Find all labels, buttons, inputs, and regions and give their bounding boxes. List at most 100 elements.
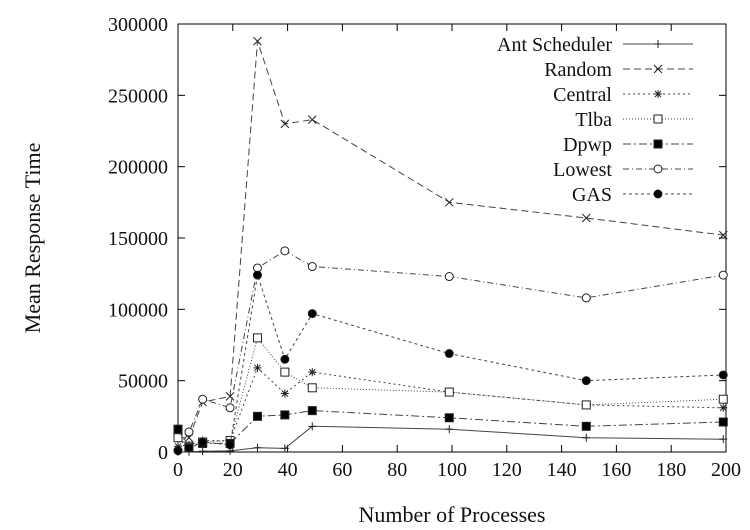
data-point bbox=[581, 376, 591, 386]
series-line-gas bbox=[177, 274, 724, 452]
series-line-random bbox=[178, 40, 724, 439]
data-point bbox=[280, 410, 290, 420]
data-point bbox=[280, 389, 289, 398]
series-line-dpwp bbox=[177, 410, 724, 449]
data-point bbox=[444, 349, 454, 359]
y-tick-label: 0 bbox=[158, 442, 168, 464]
data-point bbox=[280, 354, 290, 364]
data-point bbox=[280, 119, 290, 129]
legend-label-tlba: Tlba bbox=[575, 109, 612, 131]
data-point bbox=[198, 437, 208, 447]
data-point bbox=[444, 272, 454, 282]
x-tick-label: 80 bbox=[387, 459, 407, 481]
series-lines bbox=[173, 36, 728, 456]
series-ant-scheduler bbox=[174, 422, 728, 456]
data-point bbox=[307, 115, 317, 124]
data-point bbox=[308, 368, 317, 377]
data-point bbox=[253, 36, 262, 46]
data-point bbox=[653, 139, 663, 149]
y-tick-label: 100000 bbox=[108, 299, 168, 321]
x-tick-label: 160 bbox=[601, 459, 631, 481]
series-line-ant-scheduler bbox=[177, 425, 724, 453]
x-tick-label: 20 bbox=[223, 459, 243, 481]
data-point bbox=[198, 447, 207, 456]
data-point bbox=[252, 411, 262, 421]
data-point bbox=[225, 403, 235, 413]
data-point bbox=[444, 413, 454, 423]
data-point bbox=[252, 333, 262, 343]
data-point bbox=[718, 230, 728, 240]
legend-label-lowest: Lowest bbox=[553, 159, 612, 181]
y-tick-label: 250000 bbox=[108, 85, 168, 107]
series-lowest bbox=[173, 246, 728, 456]
data-point bbox=[718, 270, 728, 280]
data-point bbox=[225, 440, 235, 450]
data-point bbox=[582, 433, 591, 442]
data-point bbox=[173, 446, 183, 456]
y-tick-label: 300000 bbox=[108, 14, 168, 36]
data-point bbox=[654, 40, 662, 48]
data-point bbox=[173, 424, 183, 434]
data-point bbox=[444, 387, 454, 397]
data-point bbox=[653, 114, 663, 124]
data-point bbox=[445, 425, 454, 434]
x-tick-label: 180 bbox=[656, 459, 686, 481]
data-point bbox=[581, 421, 591, 431]
legend-label-gas: GAS bbox=[572, 184, 612, 206]
data-point bbox=[253, 363, 262, 372]
x-tick-label: 40 bbox=[278, 459, 298, 481]
data-point bbox=[718, 417, 728, 427]
data-point bbox=[280, 246, 290, 256]
legend-label-ant-scheduler: Ant Scheduler bbox=[497, 34, 612, 56]
data-point bbox=[173, 433, 183, 443]
series-random bbox=[173, 36, 728, 443]
series-line-lowest bbox=[177, 250, 724, 451]
data-point bbox=[719, 403, 728, 412]
x-axis-title: Number of Processes bbox=[359, 502, 546, 527]
data-point bbox=[198, 394, 208, 404]
data-point bbox=[653, 189, 663, 199]
data-point bbox=[307, 309, 317, 319]
data-point bbox=[718, 370, 728, 380]
data-point bbox=[581, 293, 591, 303]
legend-label-random: Random bbox=[544, 59, 612, 81]
x-tick-label: 200 bbox=[711, 459, 741, 481]
y-tick-label: 150000 bbox=[108, 228, 168, 250]
x-tick-label: 0 bbox=[173, 459, 183, 481]
x-tick-label: 120 bbox=[492, 459, 522, 481]
data-point bbox=[581, 400, 591, 410]
data-point bbox=[307, 383, 317, 393]
x-tick-label: 60 bbox=[332, 459, 352, 481]
data-point bbox=[252, 270, 262, 280]
legend: Ant Scheduler Random Central Tlba Dpwp Lowest… bbox=[497, 34, 693, 206]
data-point bbox=[184, 443, 194, 453]
series-central bbox=[174, 363, 728, 451]
data-point bbox=[444, 197, 454, 207]
data-point bbox=[280, 444, 289, 453]
data-point bbox=[654, 90, 662, 98]
data-point bbox=[253, 443, 262, 452]
data-point bbox=[280, 367, 290, 377]
series-gas bbox=[173, 270, 728, 456]
data-point bbox=[719, 435, 728, 444]
y-axis-title: Mean Response Time bbox=[20, 143, 45, 334]
data-point bbox=[718, 394, 728, 404]
data-point bbox=[581, 213, 591, 223]
data-point bbox=[653, 64, 663, 74]
axis-ticks: 0 20 40 60 80 100 120 140 160 180 200 0 50000 100000 1… bbox=[108, 14, 741, 481]
series-line-central bbox=[177, 366, 724, 447]
data-point bbox=[307, 262, 317, 272]
legend-label-dpwp: Dpwp bbox=[563, 134, 612, 156]
x-tick-label: 140 bbox=[547, 459, 577, 481]
data-point bbox=[184, 427, 194, 437]
data-point bbox=[653, 164, 663, 174]
y-tick-label: 50000 bbox=[118, 371, 168, 393]
legend-label-central: Central bbox=[553, 84, 612, 106]
series-line-tlba bbox=[177, 336, 724, 447]
data-point bbox=[307, 406, 317, 416]
y-tick-label: 200000 bbox=[108, 157, 168, 179]
x-tick-label: 100 bbox=[437, 459, 467, 481]
data-point bbox=[308, 422, 317, 431]
